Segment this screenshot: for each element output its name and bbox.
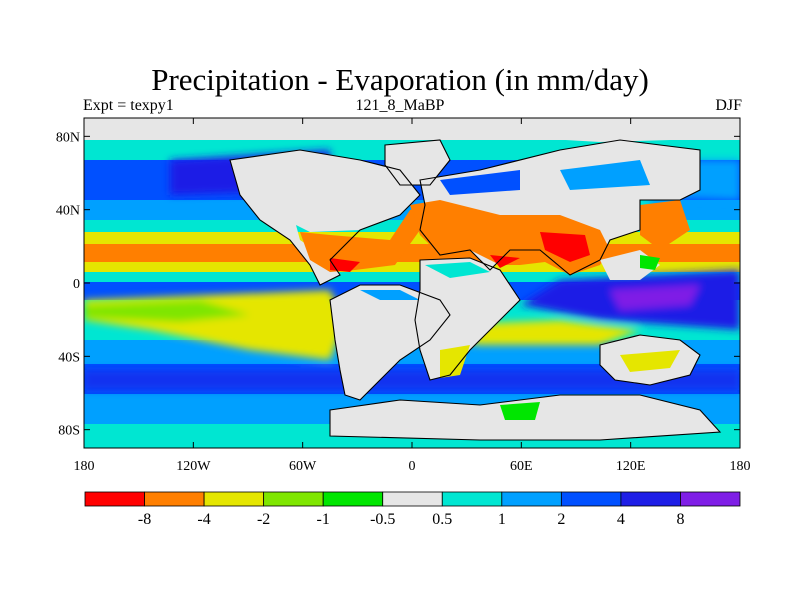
x-tick-label: 60W — [289, 459, 317, 474]
colorbar-box — [203, 491, 265, 507]
plot-title: Precipitation - Evaporation (in mm/day) — [151, 62, 649, 97]
period-label: 121_8_MaBP — [355, 97, 445, 114]
colorbar-label: 8 — [676, 511, 684, 528]
colorbar-box — [620, 491, 681, 507]
experiment-label: Expt = texpy1 — [83, 97, 174, 114]
y-axis: 80N 40N 0 40S 80S — [56, 130, 740, 439]
colorbar-box — [501, 491, 562, 507]
colorbar-label: -0.5 — [370, 511, 395, 528]
colorbar-box — [144, 491, 205, 507]
colorbar-box — [382, 491, 443, 507]
colorbar-box — [441, 491, 503, 507]
colorbar-label: 4 — [617, 511, 625, 528]
colorbar-box — [84, 491, 145, 507]
x-tick-label: 180 — [730, 459, 751, 474]
y-tick-label: 80S — [58, 424, 80, 439]
colorbar-label: -1 — [317, 511, 330, 528]
colorbar-label: -8 — [138, 511, 151, 528]
colorbar-box — [263, 491, 324, 507]
y-tick-label: 40S — [58, 350, 80, 365]
map-field — [84, 118, 740, 448]
y-tick-label: 0 — [73, 277, 80, 292]
colorbar-label: -2 — [257, 511, 270, 528]
x-tick-label: 120W — [176, 459, 211, 474]
x-tick-label: 0 — [409, 459, 416, 474]
season-label: DJF — [715, 97, 742, 114]
colorbar: -8 -4 -2 -1 -0.5 0.5 1 2 4 8 — [84, 491, 741, 528]
colorbar-box — [560, 491, 622, 507]
y-tick-label: 80N — [56, 130, 80, 145]
x-axis: 180 120W 60W 0 60E 120E 180 — [74, 118, 751, 474]
colorbar-label: -4 — [197, 511, 210, 528]
y-tick-label: 40N — [56, 204, 80, 219]
colorbar-label: 1 — [498, 511, 506, 528]
colorbar-box — [322, 491, 384, 507]
x-tick-label: 180 — [74, 459, 95, 474]
colorbar-label: 2 — [557, 511, 565, 528]
colorbar-label: 0.5 — [432, 511, 452, 528]
colorbar-box — [680, 491, 741, 507]
x-tick-label: 120E — [616, 459, 646, 474]
x-tick-label: 60E — [510, 459, 533, 474]
